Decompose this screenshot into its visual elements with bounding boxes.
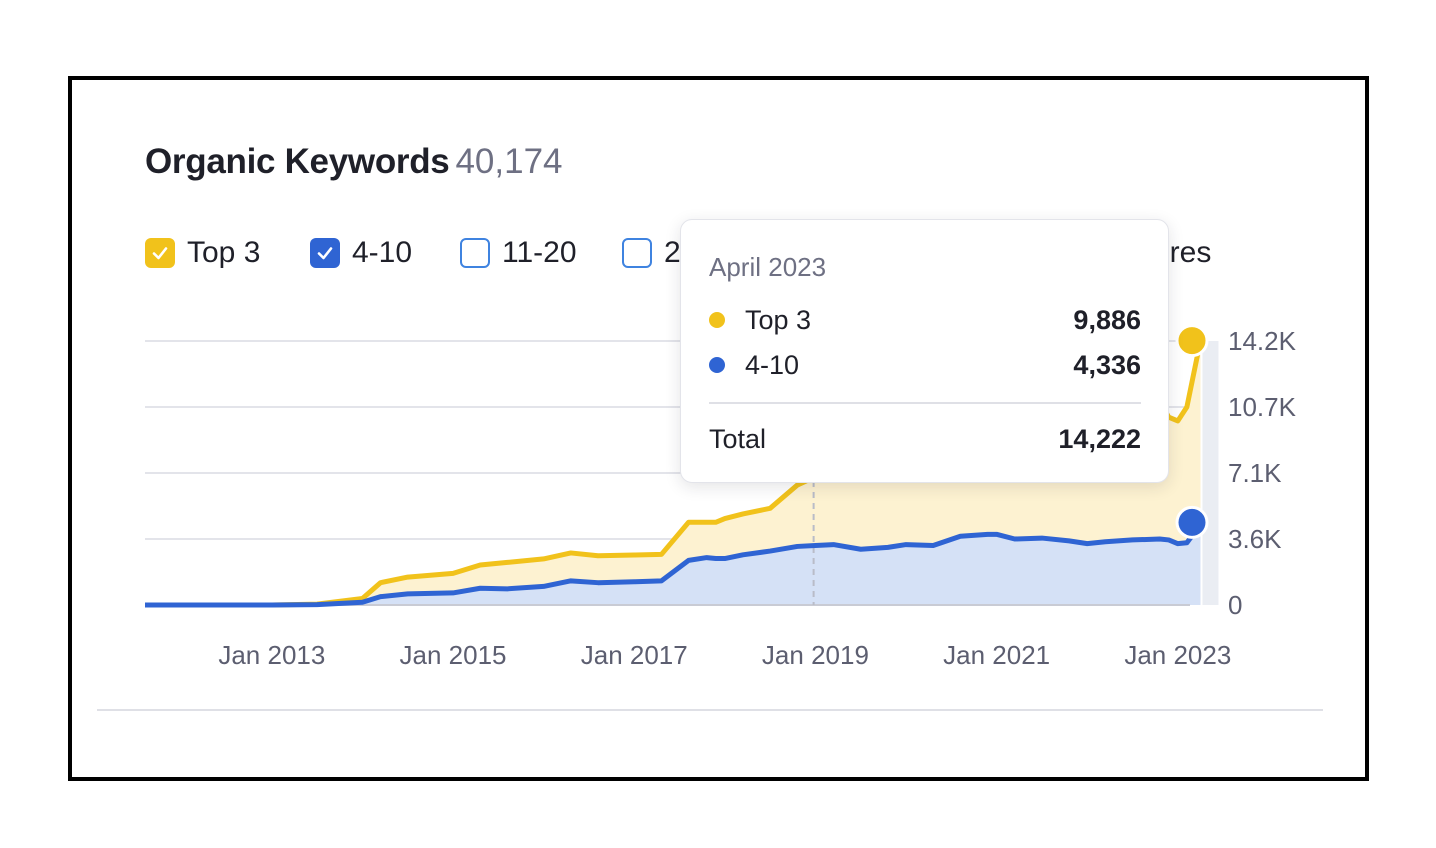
legend-label: 2	[664, 236, 681, 269]
tooltip-divider	[709, 402, 1141, 404]
x-tick-label: Jan 2023	[1124, 640, 1231, 670]
y-tick-label: 14.2K	[1228, 326, 1297, 356]
legend-item-top3[interactable]: Top 3	[145, 236, 260, 270]
x-tick-label: Jan 2015	[400, 640, 507, 670]
tooltip-value: 9,886	[1073, 304, 1141, 335]
y-tick-label: 10.7K	[1228, 392, 1297, 422]
tooltip-value: 4,336	[1073, 349, 1141, 380]
tooltip-total-value: 14,222	[1058, 423, 1141, 454]
tooltip-label: 4-10	[745, 349, 800, 380]
hover-column	[1202, 341, 1219, 605]
legend-item-11-20[interactable]: 11-20	[460, 236, 577, 270]
x-tick-label: Jan 2019	[762, 640, 869, 670]
checkbox-checked-icon[interactable]	[145, 238, 175, 268]
marker-4-10	[1175, 505, 1209, 539]
legend-item-21-50[interactable]: 2	[622, 236, 681, 270]
tooltip-row-total: Total 14,222	[709, 421, 1141, 457]
series-dot-icon	[709, 357, 725, 373]
legend-item-4-10[interactable]: 4-10	[310, 236, 412, 270]
area-top3	[145, 340, 1201, 605]
x-tick-label: Jan 2013	[218, 640, 325, 670]
keyword-count: 40,174	[455, 142, 563, 181]
series-dot-icon	[709, 312, 725, 328]
divider	[97, 709, 1323, 711]
legend-label: 4-10	[352, 236, 413, 269]
tooltip-row-4-10: 4-10 4,336	[709, 347, 1141, 383]
y-tick-label: 3.6K	[1228, 524, 1282, 554]
y-tick-label: 0	[1228, 590, 1242, 620]
checkbox-checked-icon[interactable]	[310, 238, 340, 268]
tooltip-total-label: Total	[709, 423, 767, 454]
tooltip-label: Top 3	[745, 304, 812, 335]
legend-label: 11-20	[502, 236, 577, 269]
card-header: Organic Keywords 40,174	[145, 142, 563, 182]
legend-label: Top 3	[187, 236, 261, 269]
marker-top3	[1175, 324, 1209, 358]
checkbox-unchecked-icon[interactable]	[622, 238, 652, 268]
x-tick-label: Jan 2021	[943, 640, 1050, 670]
line-4-10	[145, 522, 1203, 608]
chart-tooltip: April 2023 Top 3 9,886 4-10 4,336 Total …	[680, 219, 1169, 483]
page-title: Organic Keywords	[145, 142, 450, 181]
y-tick-label: 7.1K	[1228, 458, 1282, 488]
checkbox-unchecked-icon[interactable]	[460, 238, 490, 268]
tooltip-row-top3: Top 3 9,886	[709, 302, 1141, 338]
x-tick-label: Jan 2017	[581, 640, 688, 670]
tooltip-date: April 2023	[709, 252, 827, 282]
